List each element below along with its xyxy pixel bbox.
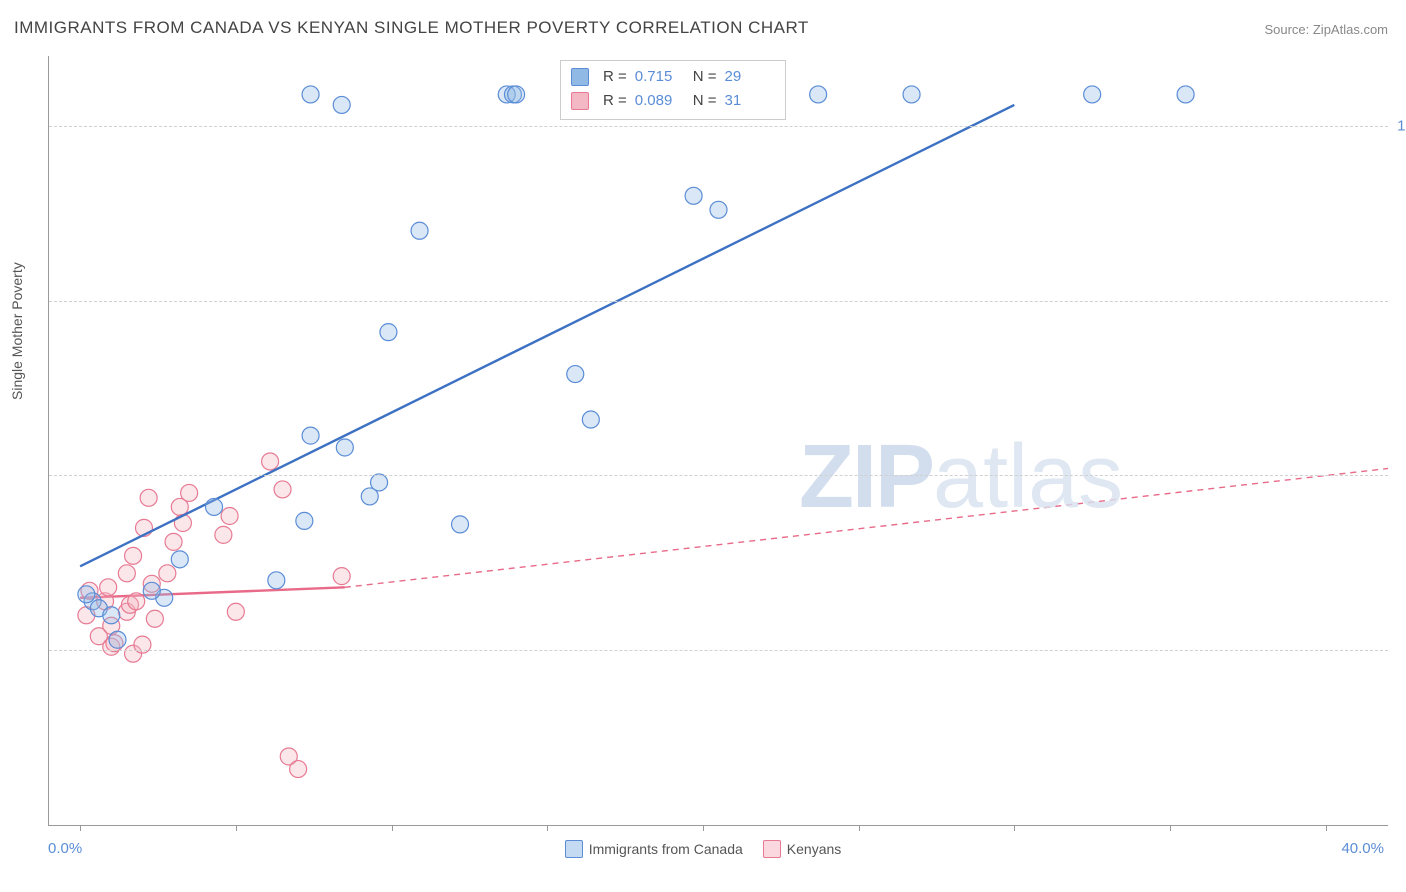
stat-r-0: 0.715 — [635, 65, 685, 89]
plot-area: ZIPatlas 25.0%50.0%75.0%100.0% — [48, 56, 1388, 826]
gridline-h — [49, 301, 1388, 302]
gridline-h — [49, 126, 1388, 127]
x-tick — [392, 825, 393, 831]
stat-n-0: 29 — [725, 65, 775, 89]
stats-row-1: R = 0.089 N = 31 — [571, 89, 775, 113]
gridline-h — [49, 475, 1388, 476]
stat-r-label: R = — [603, 65, 627, 89]
swatch-series-1 — [571, 92, 589, 110]
y-axis-label: Single Mother Poverty — [9, 262, 25, 400]
stat-r-label: R = — [603, 89, 627, 113]
x-tick — [703, 825, 704, 831]
stats-legend-box: R = 0.715 N = 29 R = 0.089 N = 31 — [560, 60, 786, 120]
legend-bottom: Immigrants from Canada Kenyans — [0, 840, 1406, 858]
chart-container: IMMIGRANTS FROM CANADA VS KENYAN SINGLE … — [0, 0, 1406, 892]
stat-n-label: N = — [693, 89, 717, 113]
stat-r-1: 0.089 — [635, 89, 685, 113]
swatch-series-0 — [571, 68, 589, 86]
x-tick — [236, 825, 237, 831]
legend-item-0: Immigrants from Canada — [565, 840, 743, 858]
plot-canvas — [49, 56, 1388, 825]
x-tick — [80, 825, 81, 831]
legend-label-0: Immigrants from Canada — [589, 841, 743, 857]
stat-n-label: N = — [693, 65, 717, 89]
x-tick — [1014, 825, 1015, 831]
source-label: Source: ZipAtlas.com — [1264, 22, 1388, 37]
chart-title: IMMIGRANTS FROM CANADA VS KENYAN SINGLE … — [14, 18, 809, 38]
legend-item-1: Kenyans — [763, 840, 841, 858]
x-tick — [547, 825, 548, 831]
stat-n-1: 31 — [725, 89, 775, 113]
legend-swatch-0 — [565, 840, 583, 858]
x-tick — [1326, 825, 1327, 831]
legend-swatch-1 — [763, 840, 781, 858]
x-tick — [859, 825, 860, 831]
stats-row-0: R = 0.715 N = 29 — [571, 65, 775, 89]
y-tick-label: 100.0% — [1397, 117, 1406, 134]
gridline-h — [49, 650, 1388, 651]
legend-label-1: Kenyans — [787, 841, 841, 857]
x-tick — [1170, 825, 1171, 831]
